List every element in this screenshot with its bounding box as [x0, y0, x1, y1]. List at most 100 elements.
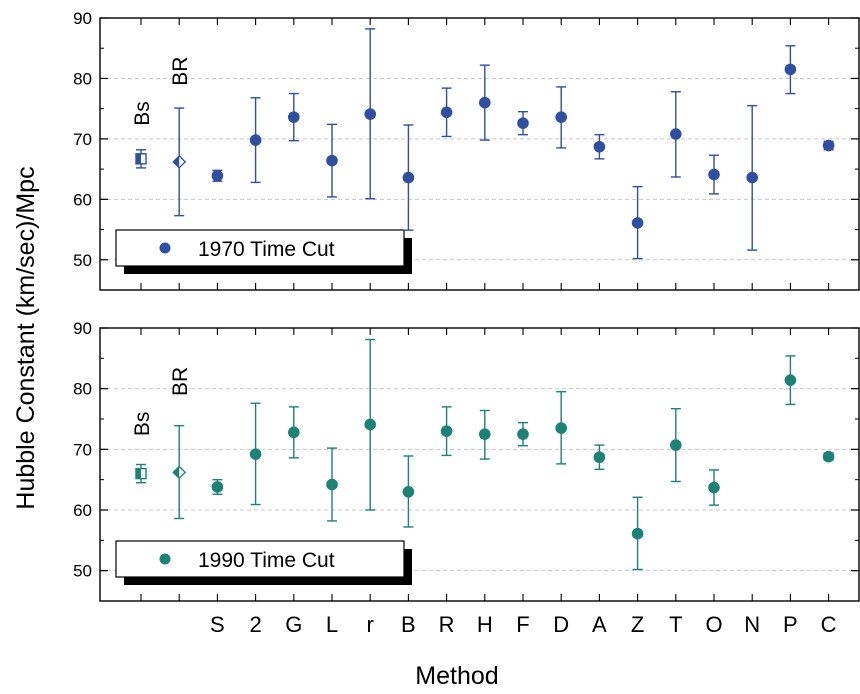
plot-frame	[99, 327, 860, 602]
data-point	[746, 104, 758, 251]
data-point	[402, 124, 415, 231]
plot-frame	[99, 17, 860, 291]
point-marker	[708, 481, 720, 494]
point-marker	[555, 422, 567, 434]
point-marker	[440, 425, 453, 437]
y-tick-label: 50	[73, 562, 92, 581]
data-point	[440, 87, 453, 138]
data-point	[593, 444, 606, 471]
data-point	[211, 478, 224, 495]
point-marker	[822, 450, 835, 463]
y-tick-label: 70	[73, 130, 92, 149]
panel-2: 50 60 70 80 90 1990 Time Cut Bs BR	[73, 319, 860, 602]
x-tick-label: r	[367, 612, 374, 637]
point-marker	[326, 478, 338, 491]
x-tick-label: C	[821, 612, 837, 637]
x-tick-label: R	[439, 612, 455, 637]
reference-label-br: BR	[169, 367, 192, 396]
x-tick-label: L	[326, 612, 338, 637]
point-marker	[670, 439, 682, 451]
point-marker	[402, 486, 415, 498]
data-point	[135, 463, 147, 484]
data-point	[517, 421, 529, 447]
point-marker	[517, 117, 529, 129]
data-point	[784, 45, 797, 95]
x-tick-label: A	[592, 612, 607, 637]
y-tick-label: 90	[73, 9, 92, 28]
x-tick-label: P	[783, 612, 798, 637]
point-marker	[288, 111, 300, 123]
data-point	[288, 92, 300, 142]
data-point	[326, 123, 338, 198]
x-tick-label: H	[477, 612, 493, 637]
point-marker	[440, 106, 453, 119]
point-marker-fill	[136, 468, 141, 479]
data-point	[555, 86, 567, 149]
data-point	[631, 496, 644, 571]
data-point	[708, 469, 720, 506]
point-marker-fill	[173, 155, 180, 168]
x-tick-label: 2	[249, 612, 261, 637]
point-marker	[670, 128, 682, 140]
reference-label-bs: Bs	[131, 101, 154, 126]
x-tick-label: F	[516, 612, 529, 637]
data-point	[479, 409, 491, 460]
point-marker	[631, 217, 644, 229]
data-point	[555, 391, 567, 465]
point-marker	[479, 428, 491, 440]
data-point	[364, 28, 377, 200]
data-point	[517, 110, 529, 136]
legend-label: 1970 Time Cut	[198, 238, 335, 261]
data-point	[479, 64, 491, 141]
y-tick-label: 70	[73, 440, 92, 459]
data-point	[631, 185, 644, 260]
point-marker	[326, 154, 338, 167]
y-tick-label: 80	[73, 380, 92, 399]
data-point	[822, 139, 835, 152]
data-point	[593, 133, 606, 160]
data-point	[670, 407, 682, 483]
point-marker	[708, 168, 720, 181]
data-point	[288, 406, 300, 459]
data-point	[708, 154, 720, 195]
point-marker	[288, 426, 300, 439]
point-marker	[555, 111, 567, 123]
data-point	[172, 107, 187, 217]
point-marker-fill	[173, 466, 180, 479]
point-marker	[364, 418, 377, 431]
x-tick-label: S	[210, 612, 225, 637]
legend-label: 1990 Time Cut	[198, 549, 335, 572]
y-axis-title: Hubble Constant (km/sec)/Mpc	[12, 166, 40, 509]
x-tick-label: O	[705, 612, 722, 637]
data-point	[402, 455, 415, 528]
point-marker	[249, 448, 262, 460]
x-tick-label: N	[744, 612, 760, 637]
point-marker-fill	[136, 153, 141, 164]
panels: 50 60 70 80 90 1970 Time Cut Bs BR 50 60 70 80 90 199…	[73, 9, 860, 602]
point-marker	[364, 108, 377, 120]
legend-marker	[159, 242, 171, 254]
point-marker	[784, 63, 797, 76]
reference-label-bs: Bs	[131, 412, 154, 437]
data-point	[172, 424, 187, 520]
data-point	[364, 338, 377, 511]
data-point	[211, 169, 224, 182]
point-marker	[631, 527, 644, 540]
data-point	[670, 91, 682, 178]
data-point	[784, 355, 797, 406]
data-point	[440, 406, 453, 457]
y-tick-label: 80	[73, 69, 92, 88]
data-point	[135, 149, 147, 169]
x-tick-label: D	[553, 612, 569, 637]
point-marker	[211, 481, 224, 493]
x-tick-label: B	[401, 612, 416, 637]
point-marker	[593, 451, 606, 464]
data-point	[326, 447, 338, 522]
y-tick-label: 90	[73, 319, 92, 338]
x-axis-title: Method	[415, 662, 498, 690]
y-tick-label: 60	[73, 190, 92, 209]
point-marker	[784, 374, 797, 386]
point-marker	[746, 171, 758, 184]
point-marker	[822, 139, 835, 152]
